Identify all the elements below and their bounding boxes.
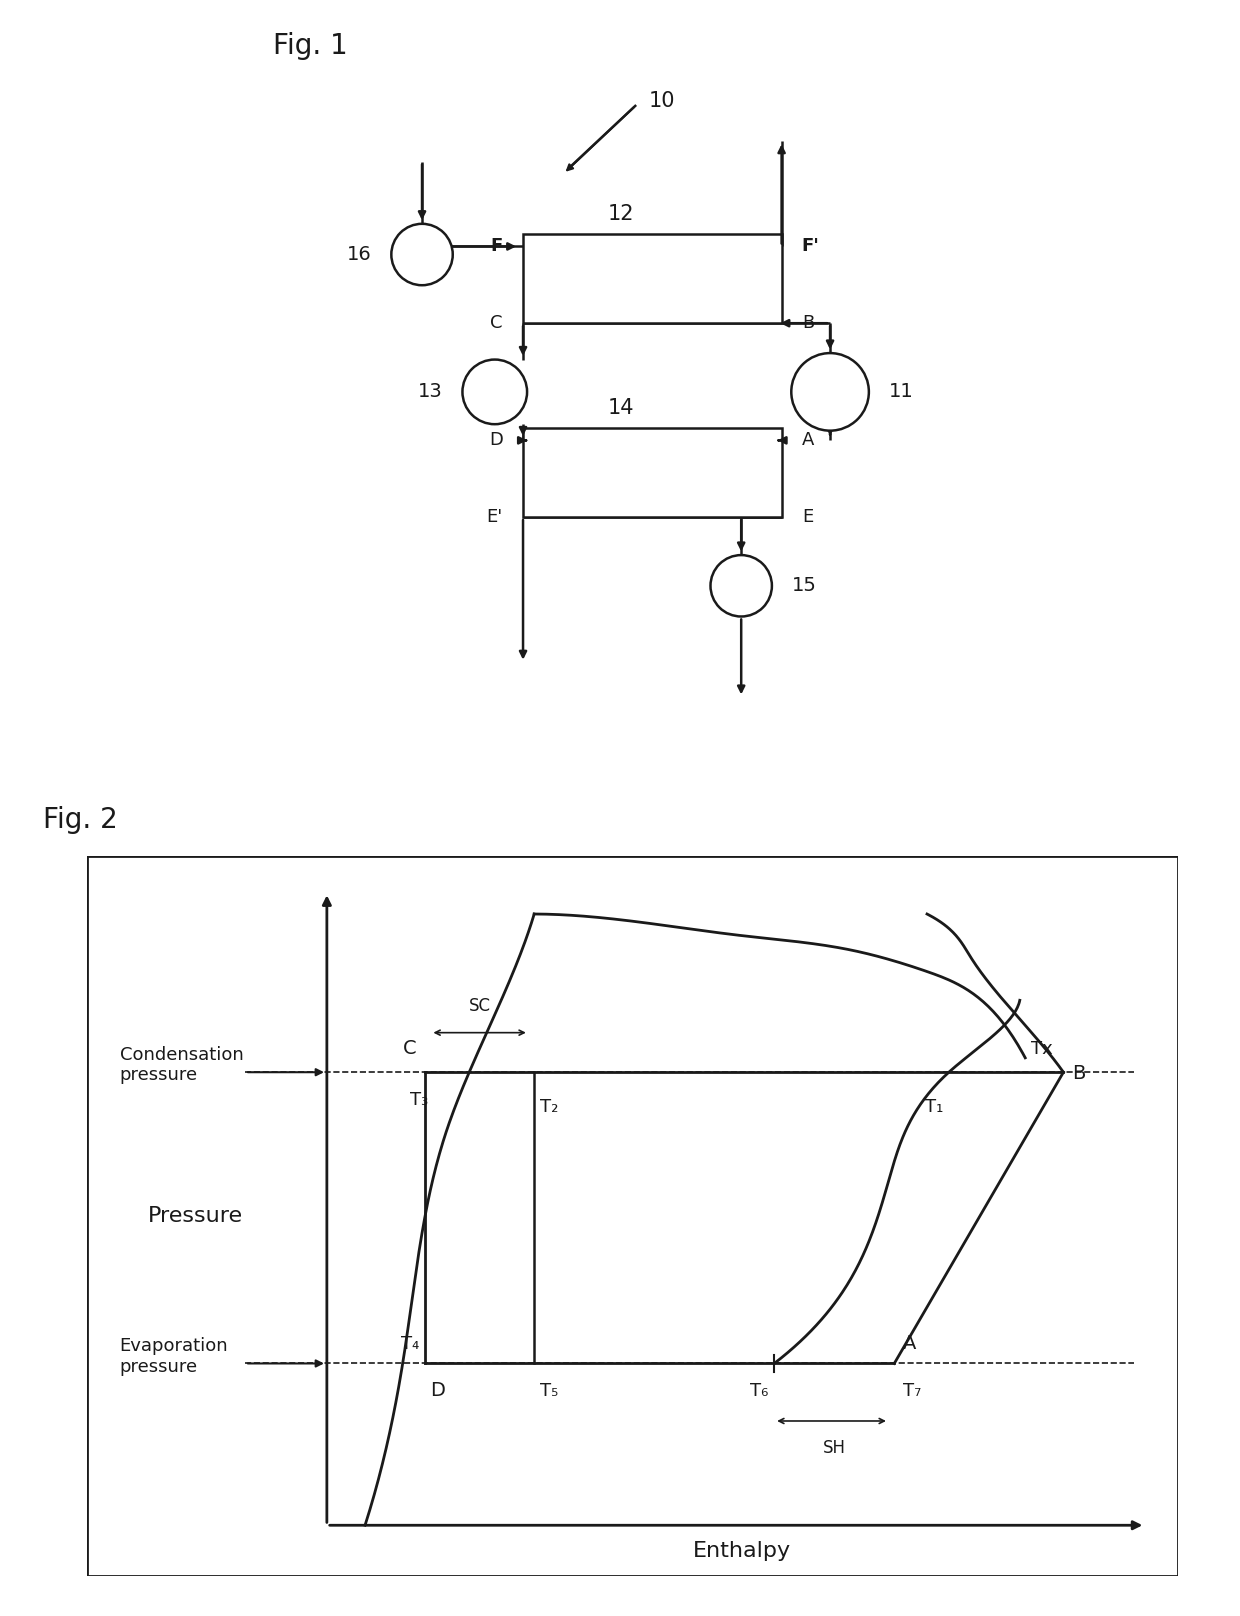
Text: T₂: T₂: [539, 1097, 558, 1115]
Bar: [523, 428, 781, 517]
Text: E': E': [486, 507, 503, 527]
Text: 15: 15: [792, 577, 817, 595]
Text: Fig. 2: Fig. 2: [43, 806, 118, 834]
Text: E: E: [802, 507, 813, 527]
Text: Evaporation
pressure: Evaporation pressure: [119, 1336, 228, 1375]
Text: F: F: [491, 238, 503, 255]
Text: Tx: Tx: [1030, 1041, 1053, 1058]
Text: T₇: T₇: [903, 1382, 921, 1399]
Text: T₁: T₁: [925, 1097, 944, 1115]
Circle shape: [463, 360, 527, 425]
Circle shape: [392, 223, 453, 286]
Text: B: B: [802, 314, 813, 333]
Circle shape: [711, 556, 773, 616]
Text: D: D: [489, 431, 503, 449]
Text: C: C: [403, 1039, 417, 1058]
Text: Pressure: Pressure: [149, 1206, 243, 1227]
Text: A: A: [903, 1335, 916, 1353]
Text: SC: SC: [469, 997, 491, 1015]
Text: C: C: [490, 314, 503, 333]
Text: D: D: [430, 1380, 445, 1399]
Text: 11: 11: [889, 383, 914, 401]
Text: T₆: T₆: [750, 1382, 769, 1399]
Text: T₄: T₄: [402, 1335, 419, 1353]
Text: B: B: [1073, 1065, 1085, 1083]
Text: 13: 13: [418, 383, 443, 401]
Text: T₃: T₃: [410, 1091, 429, 1109]
Text: T₅: T₅: [539, 1382, 558, 1399]
Text: 12: 12: [608, 204, 635, 225]
Text: A: A: [802, 431, 815, 449]
Text: Condensation
pressure: Condensation pressure: [119, 1046, 243, 1084]
Circle shape: [791, 354, 869, 431]
Text: 10: 10: [649, 90, 675, 112]
Bar: [523, 234, 781, 323]
Text: 16: 16: [346, 246, 371, 263]
Text: 14: 14: [608, 398, 635, 419]
Text: SH: SH: [823, 1438, 846, 1458]
Text: F': F': [802, 238, 820, 255]
Text: Fig. 1: Fig. 1: [273, 32, 347, 60]
Text: Enthalpy: Enthalpy: [692, 1542, 791, 1561]
